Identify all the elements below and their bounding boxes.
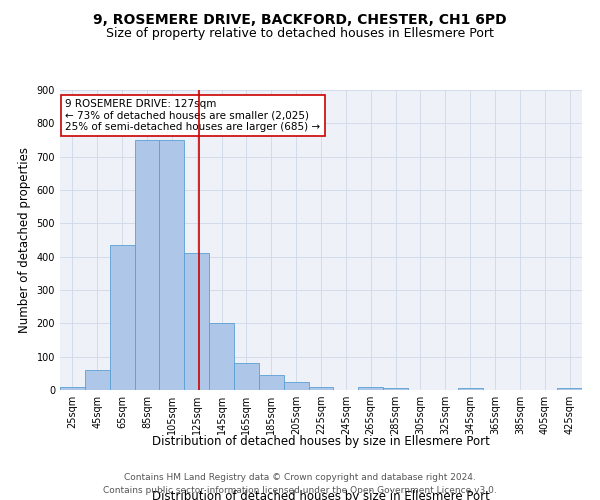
Bar	[308, 386, 334, 390]
Bar	[110, 245, 134, 390]
Bar	[60, 386, 85, 390]
Bar	[259, 375, 284, 390]
Text: Contains HM Land Registry data © Crown copyright and database right 2024.: Contains HM Land Registry data © Crown c…	[124, 472, 476, 482]
Bar	[85, 370, 110, 390]
Text: Size of property relative to detached houses in Ellesmere Port: Size of property relative to detached ho…	[106, 28, 494, 40]
Bar	[184, 254, 209, 390]
Y-axis label: Number of detached properties: Number of detached properties	[18, 147, 31, 333]
Bar	[209, 324, 234, 390]
Bar	[284, 382, 308, 390]
Bar	[134, 140, 160, 390]
Text: 9 ROSEMERE DRIVE: 127sqm
← 73% of detached houses are smaller (2,025)
25% of sem: 9 ROSEMERE DRIVE: 127sqm ← 73% of detach…	[65, 99, 320, 132]
X-axis label: Distribution of detached houses by size in Ellesmere Port: Distribution of detached houses by size …	[152, 490, 490, 500]
Bar	[358, 386, 383, 390]
Bar	[234, 364, 259, 390]
Text: 9, ROSEMERE DRIVE, BACKFORD, CHESTER, CH1 6PD: 9, ROSEMERE DRIVE, BACKFORD, CHESTER, CH…	[93, 12, 507, 26]
Text: Contains public sector information licensed under the Open Government Licence v3: Contains public sector information licen…	[103, 486, 497, 495]
Bar	[458, 388, 482, 390]
Bar	[160, 140, 184, 390]
Text: Distribution of detached houses by size in Ellesmere Port: Distribution of detached houses by size …	[152, 435, 490, 448]
Bar	[557, 388, 582, 390]
Bar	[383, 388, 408, 390]
